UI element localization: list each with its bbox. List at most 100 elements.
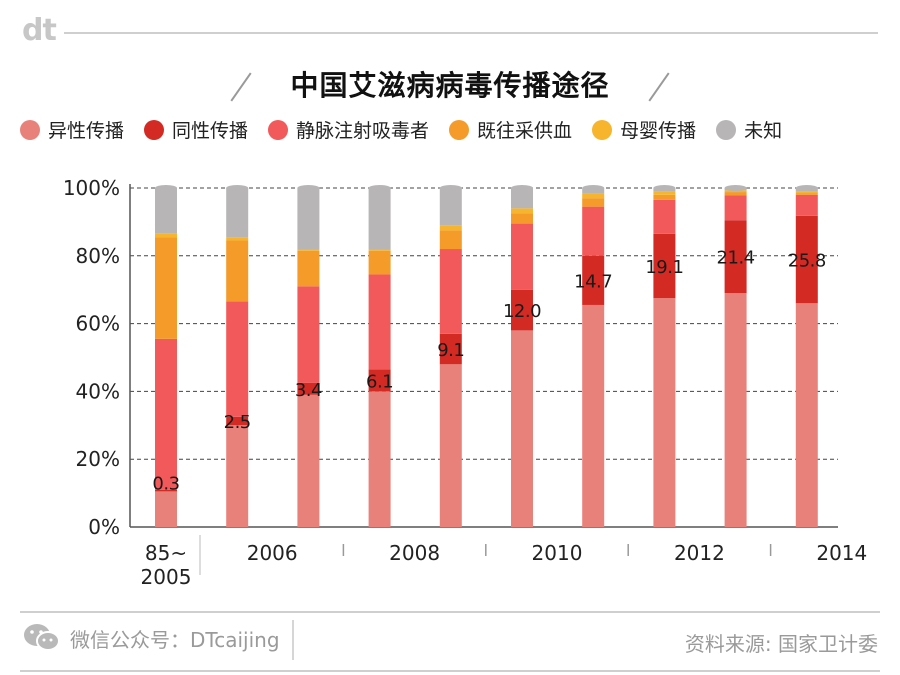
legend-swatch [20, 119, 40, 140]
x-tick-label: 2014 [816, 541, 867, 565]
footer-divider-bottom [20, 670, 880, 672]
bar-cap [653, 185, 676, 191]
bar-segment [226, 188, 249, 238]
bar-segment [795, 215, 818, 304]
data-label: 25.8 [788, 251, 826, 272]
bar-segment [724, 192, 747, 196]
legend-label: 母婴传播 [620, 120, 697, 142]
bar-segment [439, 188, 462, 226]
legend-label: 异性传播 [48, 120, 125, 142]
bar-cap [155, 185, 177, 191]
bar-segment [439, 249, 462, 334]
data-label: 6.1 [366, 371, 393, 392]
bar-cap [724, 185, 747, 191]
bar-segment [368, 369, 391, 392]
wechat-icon [24, 624, 60, 651]
legend-item: 异性传播 [20, 116, 124, 143]
x-tick-label: 2012 [674, 541, 725, 565]
y-tick-label: 100% [63, 176, 120, 200]
stacked-bar-chart: 0% 20% 40% 60% 80% 100% 0.3 85~ 2005 2.5 2006 3.4 6.… [63, 176, 867, 589]
legend-item: 静脉注射吸毒者 [268, 116, 429, 143]
wechat-account-text: 微信公众号：DTcaijing [70, 627, 280, 652]
bar-segment [511, 330, 533, 527]
legend-swatch [268, 119, 289, 140]
bar-segment [511, 223, 533, 290]
bar-segment [439, 230, 462, 250]
legend-label: 同性传播 [172, 120, 249, 142]
data-label: 19.1 [645, 257, 683, 278]
data-label: 3.4 [295, 380, 322, 401]
y-tick-label: 60% [76, 312, 120, 336]
bar-segment [297, 188, 320, 250]
bar-segment [582, 206, 605, 256]
legend-item: 未知 [716, 116, 782, 143]
legend-swatch [716, 119, 737, 140]
data-source: 资料来源: 国家卫计委 [684, 632, 878, 656]
data-label: 2.5 [224, 412, 251, 433]
bar-segment [511, 188, 533, 209]
x-tick-label: 2006 [247, 541, 298, 565]
bar-segment [795, 303, 818, 527]
bar-segment [582, 198, 605, 207]
bar-segment [653, 298, 676, 527]
footer-vertical-divider [292, 620, 294, 660]
legend: 异性传播 同性传播 静脉注射吸毒者 既往采供血 母婴传播 未知 [20, 116, 890, 143]
legend-swatch [144, 119, 165, 140]
bar-segment [297, 286, 320, 383]
footer-wechat: 微信公众号：DTcaijing [22, 622, 280, 654]
bar-segment [653, 191, 676, 195]
legend-item: 既往采供血 [449, 116, 572, 143]
bar-cap [297, 185, 320, 191]
bar-segment [368, 249, 391, 251]
bar-segment [511, 208, 533, 214]
x-tick-label: 2008 [389, 541, 440, 565]
legend-item: 同性传播 [144, 116, 248, 143]
y-tick-label: 0% [88, 515, 120, 539]
data-label: 21.4 [717, 248, 755, 269]
bar-segment [297, 394, 320, 527]
bar-segment [724, 293, 747, 527]
bar-segment [155, 233, 177, 238]
title-wrap: 中国艾滋病病毒传播途径 [0, 64, 900, 104]
bar-segment [297, 249, 320, 251]
bar-segment [511, 213, 533, 224]
bar-segment [653, 194, 676, 200]
bar-segment [297, 382, 320, 395]
bar-segment [795, 191, 818, 194]
bar-cap [439, 185, 462, 191]
bar-segment [368, 274, 391, 370]
bar-segment [582, 193, 605, 199]
bar-segment [653, 199, 676, 234]
data-label: 9.1 [437, 340, 464, 361]
chart-title: 中国艾滋病病毒传播途径 [290, 69, 610, 102]
bar-segment [155, 491, 177, 527]
bar-segment [226, 240, 249, 302]
legend-label: 静脉注射吸毒者 [296, 120, 430, 142]
data-label: 0.3 [152, 473, 179, 494]
x-tick-label: 85~ 2005 [141, 541, 192, 589]
header-divider [64, 32, 878, 34]
x-tick-label: 2010 [532, 541, 583, 565]
bar-segment [724, 195, 747, 221]
bar-segment [226, 416, 249, 426]
bar-segment [439, 225, 462, 231]
bar-segment [155, 489, 177, 492]
bar-cap [511, 185, 533, 191]
bar-segment [795, 193, 818, 195]
legend-label: 既往采供血 [477, 120, 573, 142]
legend-swatch [592, 119, 613, 140]
y-tick-label: 20% [76, 447, 120, 471]
legend-label: 未知 [744, 120, 783, 142]
bar-segment [795, 194, 818, 216]
bar-segment [724, 220, 747, 294]
bar-segment [226, 425, 249, 527]
bar-segment [368, 188, 391, 250]
y-tick-label: 80% [76, 244, 120, 268]
bar-segment [155, 338, 177, 490]
bar-cap [368, 185, 391, 191]
dt-logo: dt [22, 13, 57, 48]
bar-segment [155, 188, 177, 234]
bar-segment [155, 237, 177, 339]
bar-segment [226, 301, 249, 417]
bar-segment [439, 333, 462, 365]
